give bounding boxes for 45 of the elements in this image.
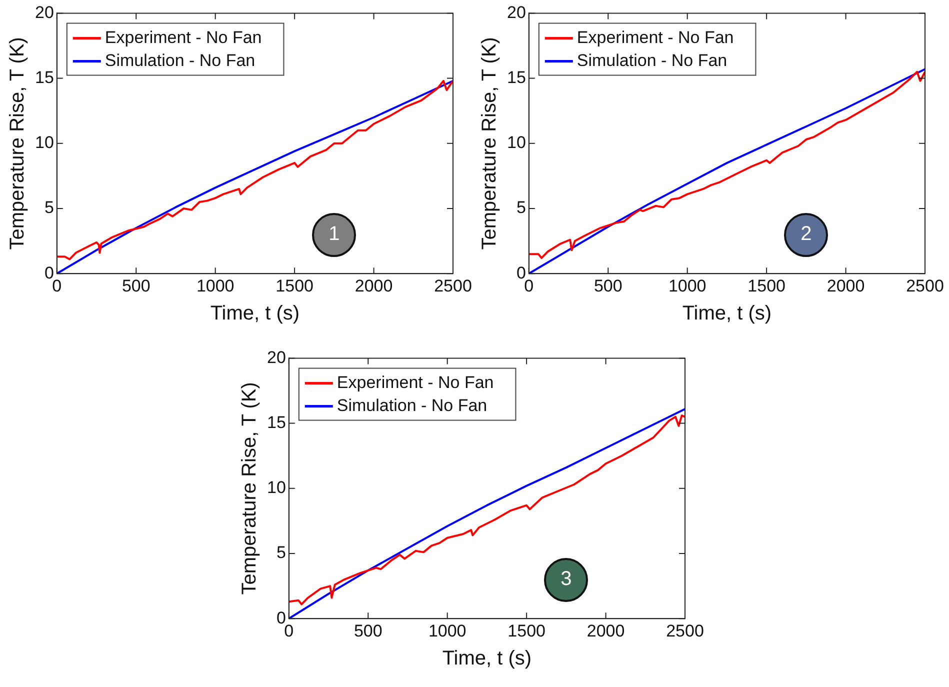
x-tick-label: 1500 — [508, 621, 546, 640]
y-tick-label: 15 — [506, 68, 526, 87]
y-tick-label: 15 — [266, 412, 286, 432]
y-tick-label: 5 — [516, 198, 526, 218]
y-axis-title: Temperature Rise, T (K) — [478, 37, 501, 250]
y-tick-label: 0 — [516, 263, 526, 282]
legend-label: Experiment - No Fan — [104, 28, 262, 47]
y-tick-label: 20 — [34, 2, 54, 22]
x-tick-label: 2500 — [666, 621, 704, 640]
y-tick-label: 10 — [266, 478, 286, 498]
circle-badge: 3 — [544, 558, 588, 602]
x-tick-label: 1000 — [428, 621, 466, 640]
y-tick-label: 10 — [34, 133, 54, 152]
legend-label: Simulation - No Fan — [104, 50, 256, 70]
y-tick-label: 10 — [506, 133, 526, 152]
x-tick-label: 1000 — [196, 276, 234, 296]
y-tick-label: 0 — [276, 608, 286, 628]
x-tick-label: 2500 — [434, 276, 472, 296]
x-tick-label: 2000 — [354, 276, 393, 296]
legend-label: Experiment - No Fan — [576, 28, 734, 47]
y-tick-label: 20 — [506, 2, 526, 22]
y-tick-label: 20 — [266, 348, 286, 367]
x-axis-title: Time, t (s) — [442, 648, 532, 670]
x-tick-label: 500 — [354, 621, 382, 640]
x-tick-label: 500 — [122, 276, 150, 296]
circle-badge: 2 — [784, 212, 828, 257]
y-tick-label: 5 — [44, 198, 54, 218]
y-axis-title: Temperature Rise, T (K) — [238, 382, 261, 595]
legend-label: Simulation - No Fan — [336, 396, 488, 415]
x-axis-title: Time, t (s) — [210, 302, 300, 325]
y-tick-label: 5 — [276, 543, 286, 562]
x-axis-title: Time, t (s) — [682, 302, 772, 325]
x-tick-label: 1500 — [276, 276, 314, 296]
x-tick-label: 1500 — [748, 276, 786, 296]
legend-label: Simulation - No Fan — [576, 50, 728, 70]
x-tick-label: 2500 — [906, 276, 944, 296]
x-tick-label: 500 — [594, 276, 622, 296]
y-tick-label: 0 — [44, 263, 54, 282]
x-tick-label: 2000 — [586, 621, 625, 640]
x-tick-label: 2000 — [826, 276, 865, 296]
circle-badge: 1 — [312, 212, 356, 257]
legend-label: Experiment - No Fan — [336, 372, 494, 392]
x-tick-label: 1000 — [668, 276, 706, 296]
y-tick-label: 15 — [34, 68, 54, 87]
y-axis-title: Temperature Rise, T (K) — [6, 37, 29, 250]
